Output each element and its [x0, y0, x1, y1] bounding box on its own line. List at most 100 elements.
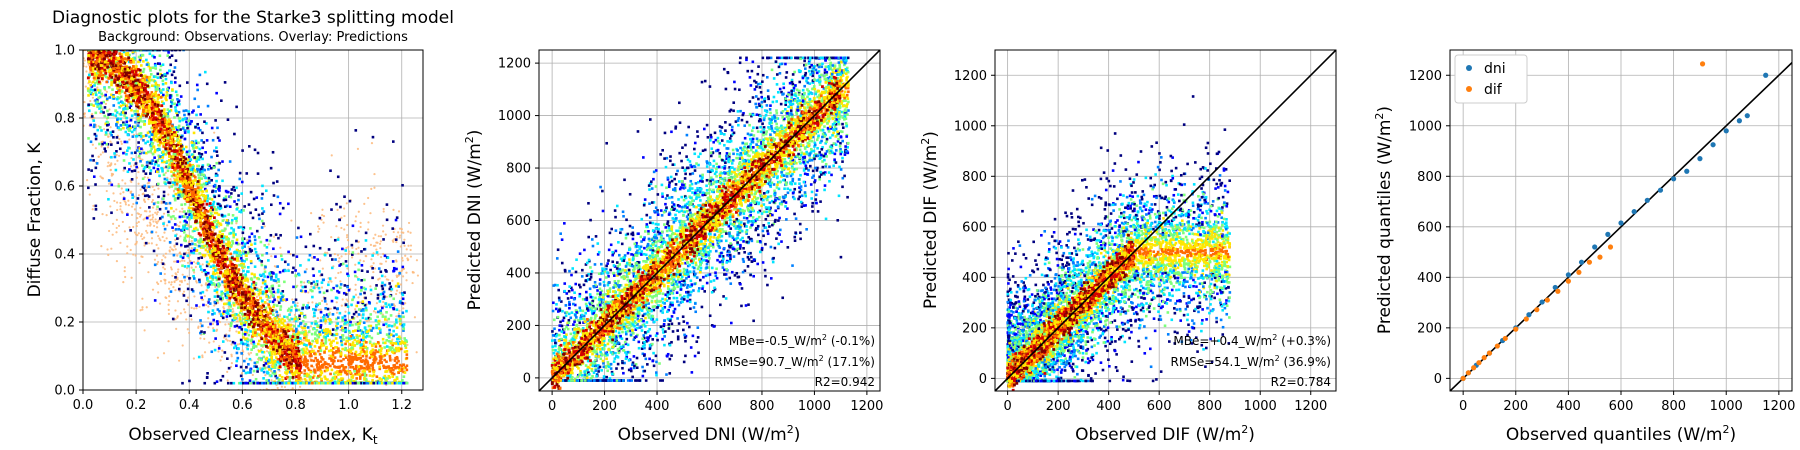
- density-cell: [106, 128, 109, 132]
- density-cell: [294, 316, 298, 319]
- density-cell: [398, 347, 401, 351]
- density-cell: [119, 113, 123, 116]
- density-cell: [237, 198, 240, 202]
- density-cell: [279, 296, 282, 299]
- density-cell: [218, 161, 221, 165]
- density-cell: [303, 343, 306, 347]
- overlay-point: [167, 193, 170, 196]
- density-cell: [207, 179, 211, 183]
- density-cell: [247, 325, 250, 329]
- density-cell: [215, 290, 219, 294]
- density-cell: [158, 136, 161, 139]
- density-cell: [154, 75, 157, 78]
- overlay-point: [153, 224, 156, 228]
- overlay-point: [374, 233, 377, 236]
- density-cell: [314, 352, 318, 356]
- density-cell: [382, 295, 386, 299]
- density-cell: [339, 355, 342, 358]
- density-cell: [107, 197, 110, 201]
- overlay-point: [108, 229, 111, 233]
- density-cell: [227, 334, 231, 338]
- overlay-point: [193, 307, 196, 310]
- overlay-point: [97, 155, 100, 158]
- density-cell: [321, 331, 325, 334]
- density-cell: [233, 341, 237, 345]
- density-cell: [185, 227, 189, 230]
- overlay-point: [415, 259, 419, 262]
- density-cell: [186, 216, 189, 219]
- density-cell: [156, 140, 160, 143]
- density-cell: [334, 258, 337, 261]
- density-cell: [209, 265, 213, 268]
- overlay-point: [193, 295, 196, 298]
- overlay-point: [317, 308, 320, 311]
- density-cell: [125, 120, 129, 124]
- density-cell: [405, 368, 409, 372]
- density-cell: [340, 343, 344, 347]
- density-cell: [325, 313, 329, 316]
- overlay-point: [345, 202, 348, 205]
- overlay-point: [395, 235, 399, 238]
- density-cell: [326, 366, 329, 370]
- density-cell: [173, 197, 177, 201]
- density-cell: [265, 379, 268, 382]
- density-cell: [254, 377, 258, 381]
- overlay-point: [370, 187, 373, 190]
- density-cell: [307, 306, 311, 309]
- overlay-point: [187, 248, 190, 252]
- overlay-point: [156, 356, 160, 359]
- density-cell: [222, 197, 226, 200]
- density-cell: [237, 331, 241, 334]
- density-cell: [128, 106, 132, 109]
- density-cell: [142, 151, 146, 155]
- density-cell: [256, 328, 260, 331]
- overlay-point: [354, 288, 357, 291]
- density-cell: [358, 353, 362, 357]
- density-cell: [106, 56, 109, 59]
- overlay-point: [91, 208, 94, 211]
- density-cell: [158, 148, 161, 152]
- density-cell: [262, 350, 266, 354]
- density-cell: [368, 356, 372, 360]
- density-cell: [166, 89, 170, 92]
- density-cell: [142, 110, 145, 114]
- density-cell: [134, 162, 138, 165]
- density-cell: [195, 141, 199, 145]
- overlay-point: [155, 231, 158, 234]
- overlay-point: [379, 240, 382, 243]
- overlay-point: [403, 238, 406, 241]
- density-cell: [376, 380, 380, 384]
- density-cell: [341, 334, 345, 337]
- density-cell: [362, 344, 365, 348]
- overlay-point: [116, 159, 119, 162]
- density-cell: [265, 252, 269, 255]
- overlay-point: [149, 214, 152, 217]
- density-cell: [337, 347, 340, 350]
- overlay-point: [135, 176, 138, 179]
- overlay-point: [151, 213, 154, 216]
- density-cell: [263, 301, 267, 304]
- density-cell: [398, 337, 402, 340]
- overlay-point: [124, 275, 127, 279]
- density-cell: [367, 316, 371, 320]
- overlay-point: [402, 231, 405, 234]
- overlay-point: [147, 198, 150, 201]
- density-cell: [251, 282, 254, 286]
- overlay-point: [139, 188, 142, 191]
- overlay-point: [129, 165, 133, 168]
- density-cell: [297, 317, 301, 320]
- density-cell: [266, 275, 270, 279]
- density-cell: [174, 187, 177, 191]
- density-cell: [265, 245, 269, 249]
- density-cell: [350, 352, 354, 355]
- overlay-point: [186, 328, 189, 331]
- density-cell: [122, 107, 125, 111]
- density-cell: [392, 266, 396, 270]
- density-cell: [239, 319, 242, 323]
- density-cell: [262, 337, 266, 341]
- density-cell: [241, 322, 245, 326]
- overlay-point: [143, 198, 146, 201]
- density-cell: [91, 92, 95, 96]
- overlay-point: [279, 246, 282, 249]
- density-cell: [190, 210, 193, 213]
